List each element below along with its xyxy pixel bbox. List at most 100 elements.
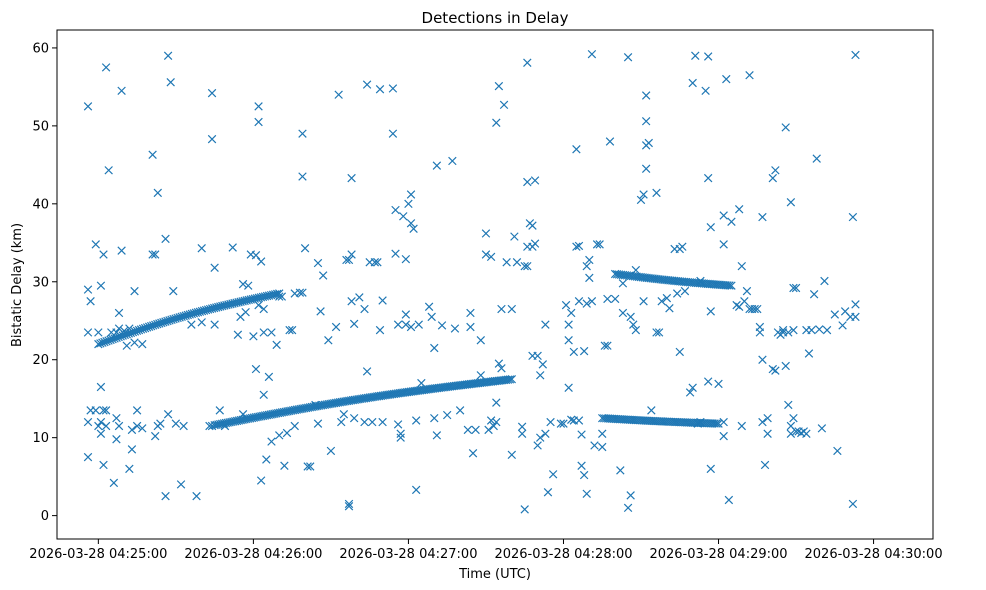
axes-frame xyxy=(56,29,934,540)
scatter-point xyxy=(360,417,369,427)
scatter-point xyxy=(215,406,225,415)
scatter-point xyxy=(375,325,385,335)
scatter-point xyxy=(737,421,747,431)
scatter-point xyxy=(114,308,124,318)
scatter-point xyxy=(432,161,442,170)
scatter-point xyxy=(83,328,93,337)
scatter-point xyxy=(287,325,297,335)
scatter-point xyxy=(802,429,811,438)
scatter-point xyxy=(256,257,266,266)
scatter-point xyxy=(546,417,555,427)
scatter-point xyxy=(430,343,439,353)
scatter-point xyxy=(585,255,594,265)
scatter-point xyxy=(150,250,160,259)
scatter-point xyxy=(809,290,819,299)
scatter-point xyxy=(298,172,307,181)
scatter-point xyxy=(318,271,328,280)
scatter-point xyxy=(763,429,772,438)
scatter-point xyxy=(370,258,380,267)
scatter-point xyxy=(517,429,527,438)
scatter-point xyxy=(703,377,713,386)
scatter-point xyxy=(331,322,341,332)
scatter-point xyxy=(582,261,591,271)
scatter-point xyxy=(520,505,529,514)
scatter-point xyxy=(758,212,767,222)
scatter-point xyxy=(605,137,615,146)
scatter-point xyxy=(572,242,581,251)
scatter-point xyxy=(768,364,778,374)
scatter-point xyxy=(161,491,170,501)
scatter-point xyxy=(543,488,553,497)
scatter-point xyxy=(652,328,661,337)
scatter-point xyxy=(822,325,832,335)
scatter-point xyxy=(561,300,571,310)
scatter-point xyxy=(197,318,206,327)
x-axis-ticks: 2026-03-28 04:25:00 2026-03-28 04:26:00 20… xyxy=(29,539,943,562)
scatter-point xyxy=(272,289,282,299)
plot-area xyxy=(56,29,934,540)
scatter-point xyxy=(355,293,364,302)
scatter-point xyxy=(618,308,628,318)
scatter-point xyxy=(254,102,263,111)
scatter-point xyxy=(132,421,142,431)
x-tick-label: 2026-03-28 04:25:00 xyxy=(29,547,167,562)
scatter-point xyxy=(171,419,181,428)
scatter-point xyxy=(414,320,423,329)
scatter-point xyxy=(388,84,398,93)
scatter-point xyxy=(523,177,532,187)
scatter-point xyxy=(264,372,274,382)
scatter-point xyxy=(691,51,700,60)
scatter-point xyxy=(703,52,713,61)
data-markers xyxy=(83,49,860,514)
scatter-point xyxy=(450,324,460,333)
scatter-point xyxy=(484,425,493,435)
scatter-point xyxy=(644,138,653,148)
scatter-point xyxy=(574,297,584,306)
scatter-point xyxy=(251,251,261,260)
scatter-point xyxy=(148,250,157,259)
scatter-point xyxy=(626,491,635,500)
scatter-point xyxy=(476,336,486,345)
scatter-point xyxy=(579,470,589,480)
scatter-point xyxy=(778,325,788,335)
scatter-point xyxy=(502,258,511,267)
scatter-point xyxy=(724,495,734,505)
scatter-point xyxy=(430,413,439,423)
scatter-point xyxy=(750,304,759,314)
scatter-point xyxy=(675,347,684,357)
chart-title: Detections in Delay xyxy=(422,9,569,27)
scatter-point xyxy=(344,255,354,265)
scatter-point xyxy=(567,415,576,424)
scatter-point xyxy=(771,366,780,375)
scatter-point xyxy=(848,499,858,509)
scatter-point xyxy=(636,195,646,205)
scatter-point xyxy=(339,410,349,419)
scatter-point xyxy=(505,375,515,384)
scatter-point xyxy=(745,70,754,80)
scatter-point xyxy=(262,455,271,464)
scatter-point xyxy=(466,322,475,332)
scatter-point xyxy=(99,406,108,415)
scatter-point xyxy=(324,336,333,345)
scatter-point xyxy=(582,489,591,499)
scatter-point xyxy=(163,410,173,419)
scatter-point xyxy=(207,88,217,98)
scatter-point xyxy=(326,446,336,456)
scatter-point xyxy=(313,419,323,428)
scatter-point xyxy=(298,129,307,138)
scatter-point xyxy=(254,117,263,127)
y-tick-label: 10 xyxy=(32,431,49,446)
scatter-point xyxy=(517,422,527,431)
scatter-point xyxy=(96,281,106,290)
scatter-point xyxy=(238,279,248,289)
scatter-point xyxy=(623,503,633,513)
scatter-point xyxy=(789,283,798,293)
scatter-point xyxy=(298,288,307,297)
scatter-point xyxy=(732,300,741,310)
scatter-point xyxy=(494,359,504,368)
scatter-point xyxy=(161,234,170,244)
scatter-point xyxy=(251,364,261,374)
x-tick-label: 2026-03-28 04:27:00 xyxy=(339,547,477,562)
scatter-point xyxy=(710,419,719,428)
